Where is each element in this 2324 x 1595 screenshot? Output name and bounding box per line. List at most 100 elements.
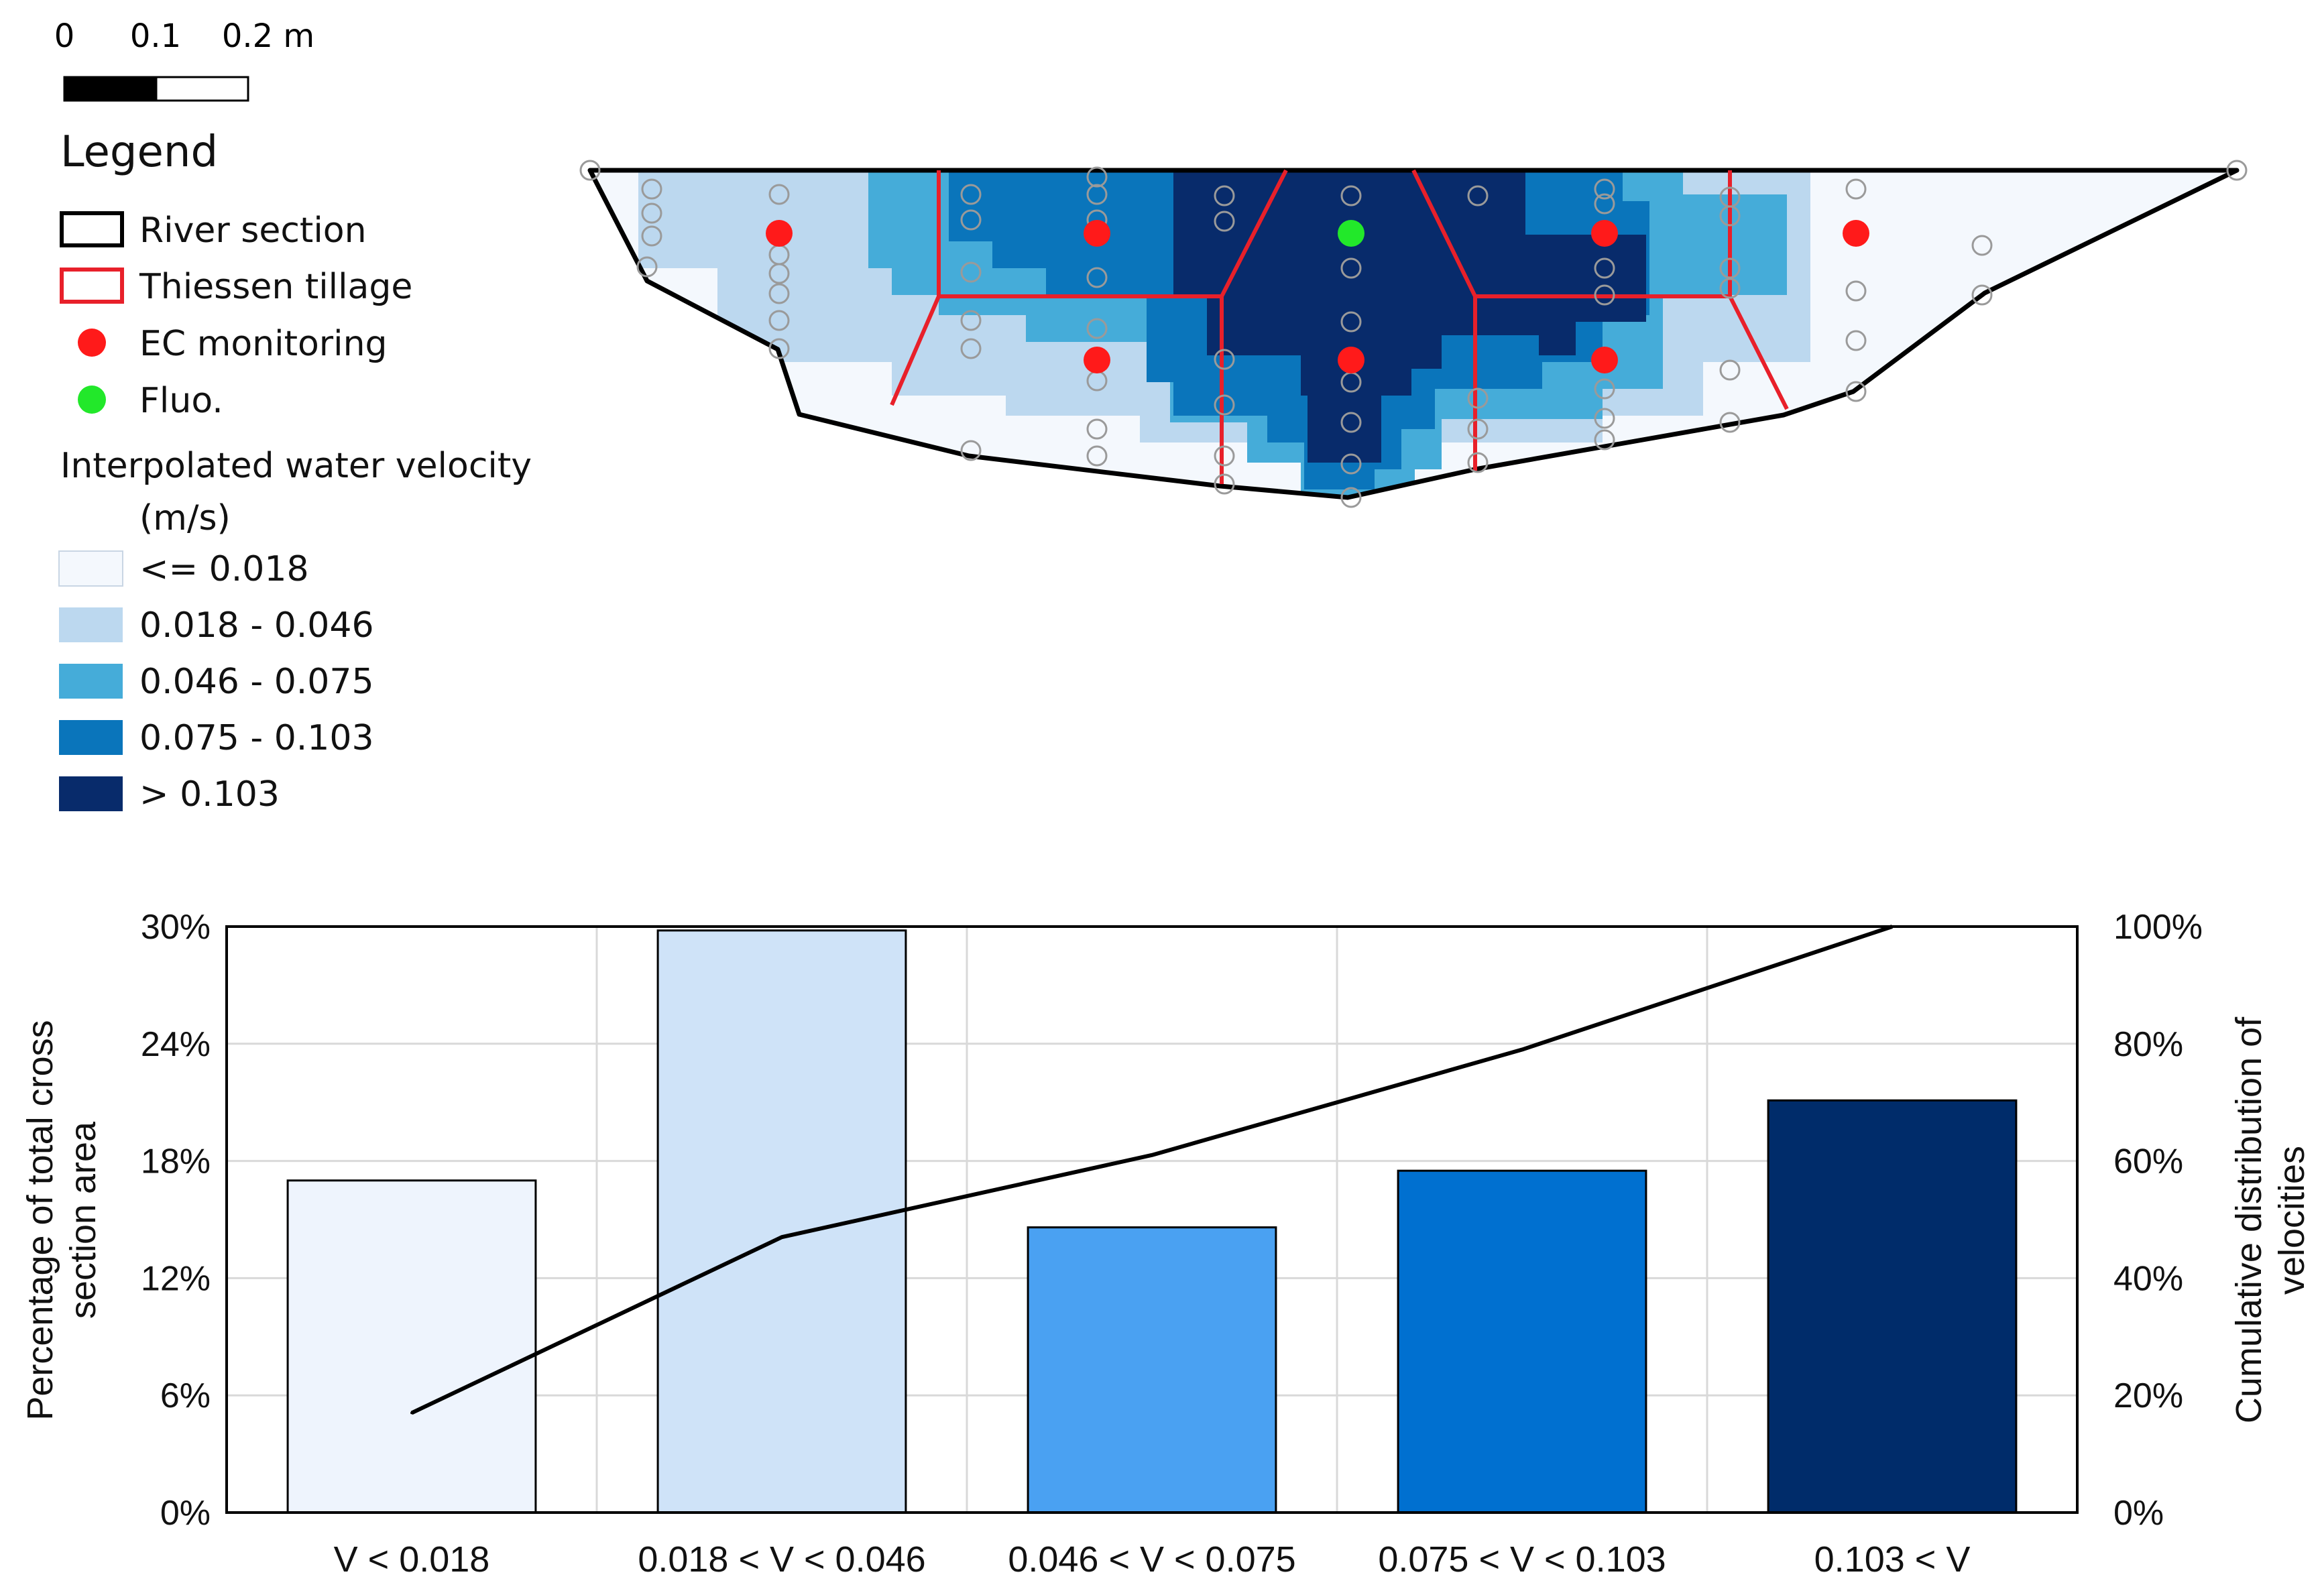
marker — [1086, 418, 1108, 440]
marker — [641, 202, 662, 224]
scale-bar: 0 0.1 0.2 m — [54, 17, 314, 102]
marker — [1594, 193, 1615, 215]
marker — [960, 310, 982, 331]
marker — [1086, 267, 1108, 288]
left-tick-label: 0% — [160, 1494, 211, 1533]
right-tick-label: 0% — [2113, 1494, 2164, 1533]
fluo-point — [1338, 220, 1364, 247]
marker — [1086, 318, 1108, 339]
marker — [641, 225, 662, 247]
legend-river-section-label: River section — [139, 211, 367, 251]
marker — [768, 283, 790, 304]
legend-velocity-swatch-3 — [59, 664, 123, 699]
scale-segment-black — [63, 76, 158, 102]
legend-velocity-swatch-4 — [59, 720, 123, 755]
ec-point — [1843, 220, 1869, 247]
chart-bars — [286, 929, 2018, 1514]
marker — [1719, 359, 1741, 381]
marker — [1594, 284, 1615, 306]
marker — [641, 178, 662, 200]
ec-monitoring-points — [766, 220, 1869, 373]
marker — [1719, 257, 1741, 279]
marker — [2226, 160, 2248, 181]
marker — [1719, 205, 1741, 227]
marker — [1340, 487, 1362, 508]
legend-fluo-dot — [78, 386, 106, 414]
marker — [768, 338, 790, 359]
marker — [768, 184, 790, 205]
marker — [960, 209, 982, 231]
category-label-2: 0.018 < V < 0.046 — [638, 1539, 925, 1580]
right-tick-label: 80% — [2113, 1025, 2183, 1064]
marker — [960, 184, 982, 205]
marker — [1845, 381, 1867, 402]
marker — [768, 310, 790, 331]
marker — [1340, 453, 1362, 475]
marker — [579, 160, 601, 181]
marker — [1845, 280, 1867, 302]
cross-section-map — [579, 160, 2248, 508]
right-tick-label: 100% — [2113, 908, 2203, 947]
thiessen-polygons — [890, 169, 1789, 484]
marker — [960, 440, 982, 461]
velocity-zone-above-0-103 — [1173, 170, 1646, 463]
ec-point — [1591, 347, 1618, 373]
velocity-distribution-chart: 0% 6% 12% 18% 24% 30% 0% 20% 40% 60% 80% 100% V < 0.… — [20, 908, 2312, 1580]
marker — [1971, 284, 1993, 306]
marker — [1086, 166, 1108, 188]
thiessen-right-diagonal — [1728, 295, 1789, 410]
marker — [1214, 211, 1235, 232]
legend-velocity-label-2: 0.018 - 0.046 — [139, 605, 374, 646]
marker — [1971, 235, 1993, 256]
left-axis-title-line1: Percentage of total cross — [20, 1020, 60, 1420]
ec-point — [1338, 347, 1364, 373]
legend-ec-dot — [78, 329, 106, 357]
thiessen-upper-band — [937, 170, 1224, 484]
category-label-1: V < 0.018 — [334, 1539, 490, 1580]
left-tick-label: 18% — [141, 1142, 211, 1181]
marker — [1845, 178, 1867, 200]
thiessen-center-left — [1220, 169, 1288, 298]
legend-velocity-swatch-1 — [58, 550, 123, 587]
marker — [1340, 311, 1362, 333]
marker — [1467, 418, 1489, 440]
ec-point — [766, 220, 793, 247]
marker — [1719, 278, 1741, 299]
scale-label-0-2: 0.2 m — [222, 17, 314, 55]
marker — [636, 256, 658, 278]
left-tick-label: 24% — [141, 1025, 211, 1064]
marker — [1214, 473, 1235, 495]
measurement-markers — [579, 160, 2248, 508]
scale-label-0: 0 — [54, 17, 75, 55]
legend-velocity-label-5: > 0.103 — [139, 774, 280, 815]
marker — [1845, 330, 1867, 351]
cumulative-point-3 — [1151, 1153, 1153, 1157]
ec-point — [1591, 220, 1618, 247]
thiessen-left-diagonal — [890, 295, 941, 406]
right-tick-label: 20% — [2113, 1376, 2183, 1415]
marker — [1340, 257, 1362, 279]
scale-label-0-1: 0.1 — [130, 17, 181, 55]
marker — [1086, 445, 1108, 467]
marker — [1340, 412, 1362, 433]
right-axis-title-line1: Cumulative distribution of — [2229, 1016, 2269, 1423]
marker — [1719, 412, 1741, 433]
scale-segment-white — [155, 76, 249, 102]
cumulative-point-1 — [410, 1411, 413, 1415]
legend-velocity-title: Interpolated water velocity — [60, 446, 532, 486]
marker — [960, 338, 982, 359]
legend: Legend River section Thiessen tillage EC… — [58, 127, 532, 815]
bar-1 — [286, 1179, 537, 1514]
legend-velocity-swatch-2 — [59, 607, 123, 642]
category-label-4: 0.075 < V < 0.103 — [1378, 1539, 1666, 1580]
marker — [1467, 185, 1489, 206]
chart-cumulative-line — [410, 925, 1894, 1415]
marker — [1214, 445, 1235, 467]
marker — [1214, 185, 1235, 206]
left-tick-label: 12% — [141, 1259, 211, 1298]
left-tick-label: 30% — [141, 908, 211, 947]
legend-velocity-label-1: <= 0.018 — [139, 549, 309, 589]
category-label-5: 0.103 < V — [1814, 1539, 1971, 1580]
cumulative-point-2 — [780, 1236, 783, 1239]
bar-3 — [1027, 1226, 1277, 1514]
